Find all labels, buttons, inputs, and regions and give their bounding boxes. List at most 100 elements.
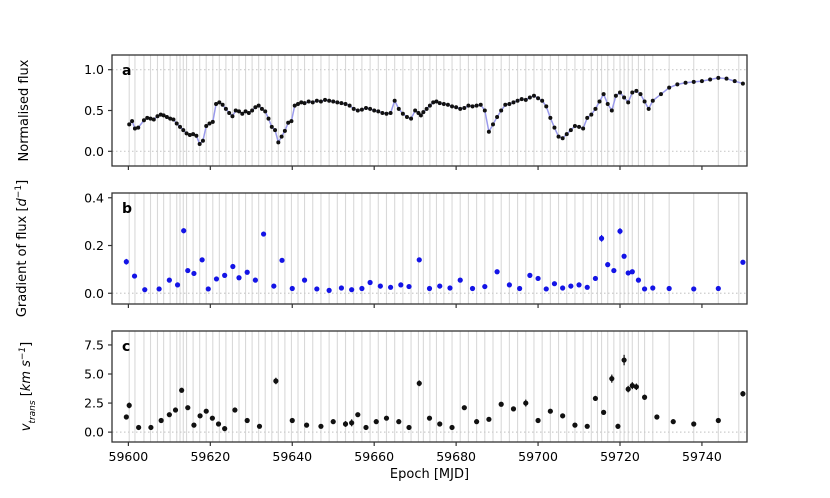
data-point [409, 116, 414, 121]
y-axis-label: Gradient of flux [d−1] [14, 180, 30, 317]
data-point [359, 107, 364, 112]
x-tick-label: 59600 [109, 449, 149, 464]
data-point [474, 419, 480, 425]
data-point [273, 378, 279, 384]
data-point [650, 98, 655, 103]
data-point [626, 100, 631, 105]
data-point [174, 282, 181, 288]
data-point [220, 102, 225, 107]
data-point [543, 286, 549, 292]
data-point [289, 417, 295, 424]
data-point [230, 114, 235, 119]
x-tick-label: 59640 [272, 449, 312, 464]
data-point [364, 106, 368, 111]
y-tick-label: 2.5 [84, 396, 104, 411]
axes-frame [111, 192, 748, 305]
data-point [527, 95, 532, 100]
data-point [214, 101, 219, 106]
data-point [145, 115, 150, 120]
data-point [544, 104, 549, 109]
data-point [517, 285, 523, 292]
data-point [638, 92, 643, 97]
data-point [263, 109, 268, 114]
data-point [523, 97, 528, 102]
data-point [494, 269, 500, 275]
data-point [427, 103, 432, 108]
data-point [592, 275, 599, 282]
data-point [131, 273, 138, 279]
data-point [589, 112, 594, 117]
data-point [331, 99, 336, 104]
data-point [547, 408, 553, 414]
data-point [396, 106, 401, 111]
data-point [227, 110, 232, 115]
data-point [510, 406, 517, 412]
data-point [654, 414, 660, 420]
data-point [132, 126, 137, 131]
data-point [301, 277, 308, 283]
gradient-of-flux-panel: 0.0 0.2 0.4 b Gradient of flux [d−1] [14, 180, 748, 317]
data-point [691, 286, 697, 292]
y-tick-label: 0.4 [84, 190, 104, 205]
data-point [260, 231, 267, 237]
data-point [454, 105, 459, 110]
data-point [310, 100, 315, 105]
data-point [437, 283, 443, 289]
data-point [560, 413, 566, 419]
data-point [171, 117, 176, 122]
data-point [342, 421, 349, 427]
data-point [503, 102, 508, 107]
data-point [191, 422, 197, 428]
data-point [404, 115, 409, 120]
data-point [158, 417, 164, 424]
data-point [577, 124, 582, 129]
data-point [191, 270, 197, 277]
data-point [347, 103, 352, 108]
data-point [155, 114, 160, 119]
data-point [601, 409, 607, 415]
data-point [416, 257, 422, 263]
data-point [400, 111, 405, 116]
data-point [213, 276, 220, 282]
data-point [609, 108, 614, 113]
data-point [136, 125, 141, 130]
y-tick-label: 0.0 [84, 425, 104, 440]
data-point [535, 417, 541, 424]
data-point [318, 423, 324, 429]
data-point [675, 82, 680, 87]
data-point [519, 97, 524, 102]
data-point [635, 277, 642, 283]
data-point [629, 383, 635, 389]
data-point [269, 124, 274, 129]
data-point [611, 267, 617, 274]
data-point [551, 281, 558, 287]
data-point [355, 412, 361, 418]
data-point [181, 228, 187, 234]
data-point [540, 98, 545, 103]
data-point [740, 81, 745, 86]
data-point [207, 121, 212, 126]
data-point [200, 138, 205, 143]
data-point [194, 133, 199, 138]
data-point [215, 421, 222, 427]
y-tick-label: 7.5 [84, 337, 104, 352]
data-point [271, 283, 277, 289]
data-point [531, 93, 536, 98]
data-point [240, 111, 245, 116]
y-tick-label: 0.0 [84, 144, 104, 159]
data-point [592, 395, 599, 402]
data-point [621, 357, 627, 363]
data-point [584, 423, 590, 429]
data-point [482, 108, 487, 113]
data-point [585, 115, 590, 120]
data-point [204, 124, 209, 129]
data-point [691, 421, 697, 427]
data-point [527, 272, 533, 278]
data-point [486, 129, 491, 134]
data-point [222, 426, 228, 432]
data-point [740, 259, 746, 265]
data-point [615, 423, 621, 429]
data-point [609, 376, 615, 382]
y-tick-label: 5.0 [84, 367, 104, 382]
data-point [203, 408, 209, 414]
